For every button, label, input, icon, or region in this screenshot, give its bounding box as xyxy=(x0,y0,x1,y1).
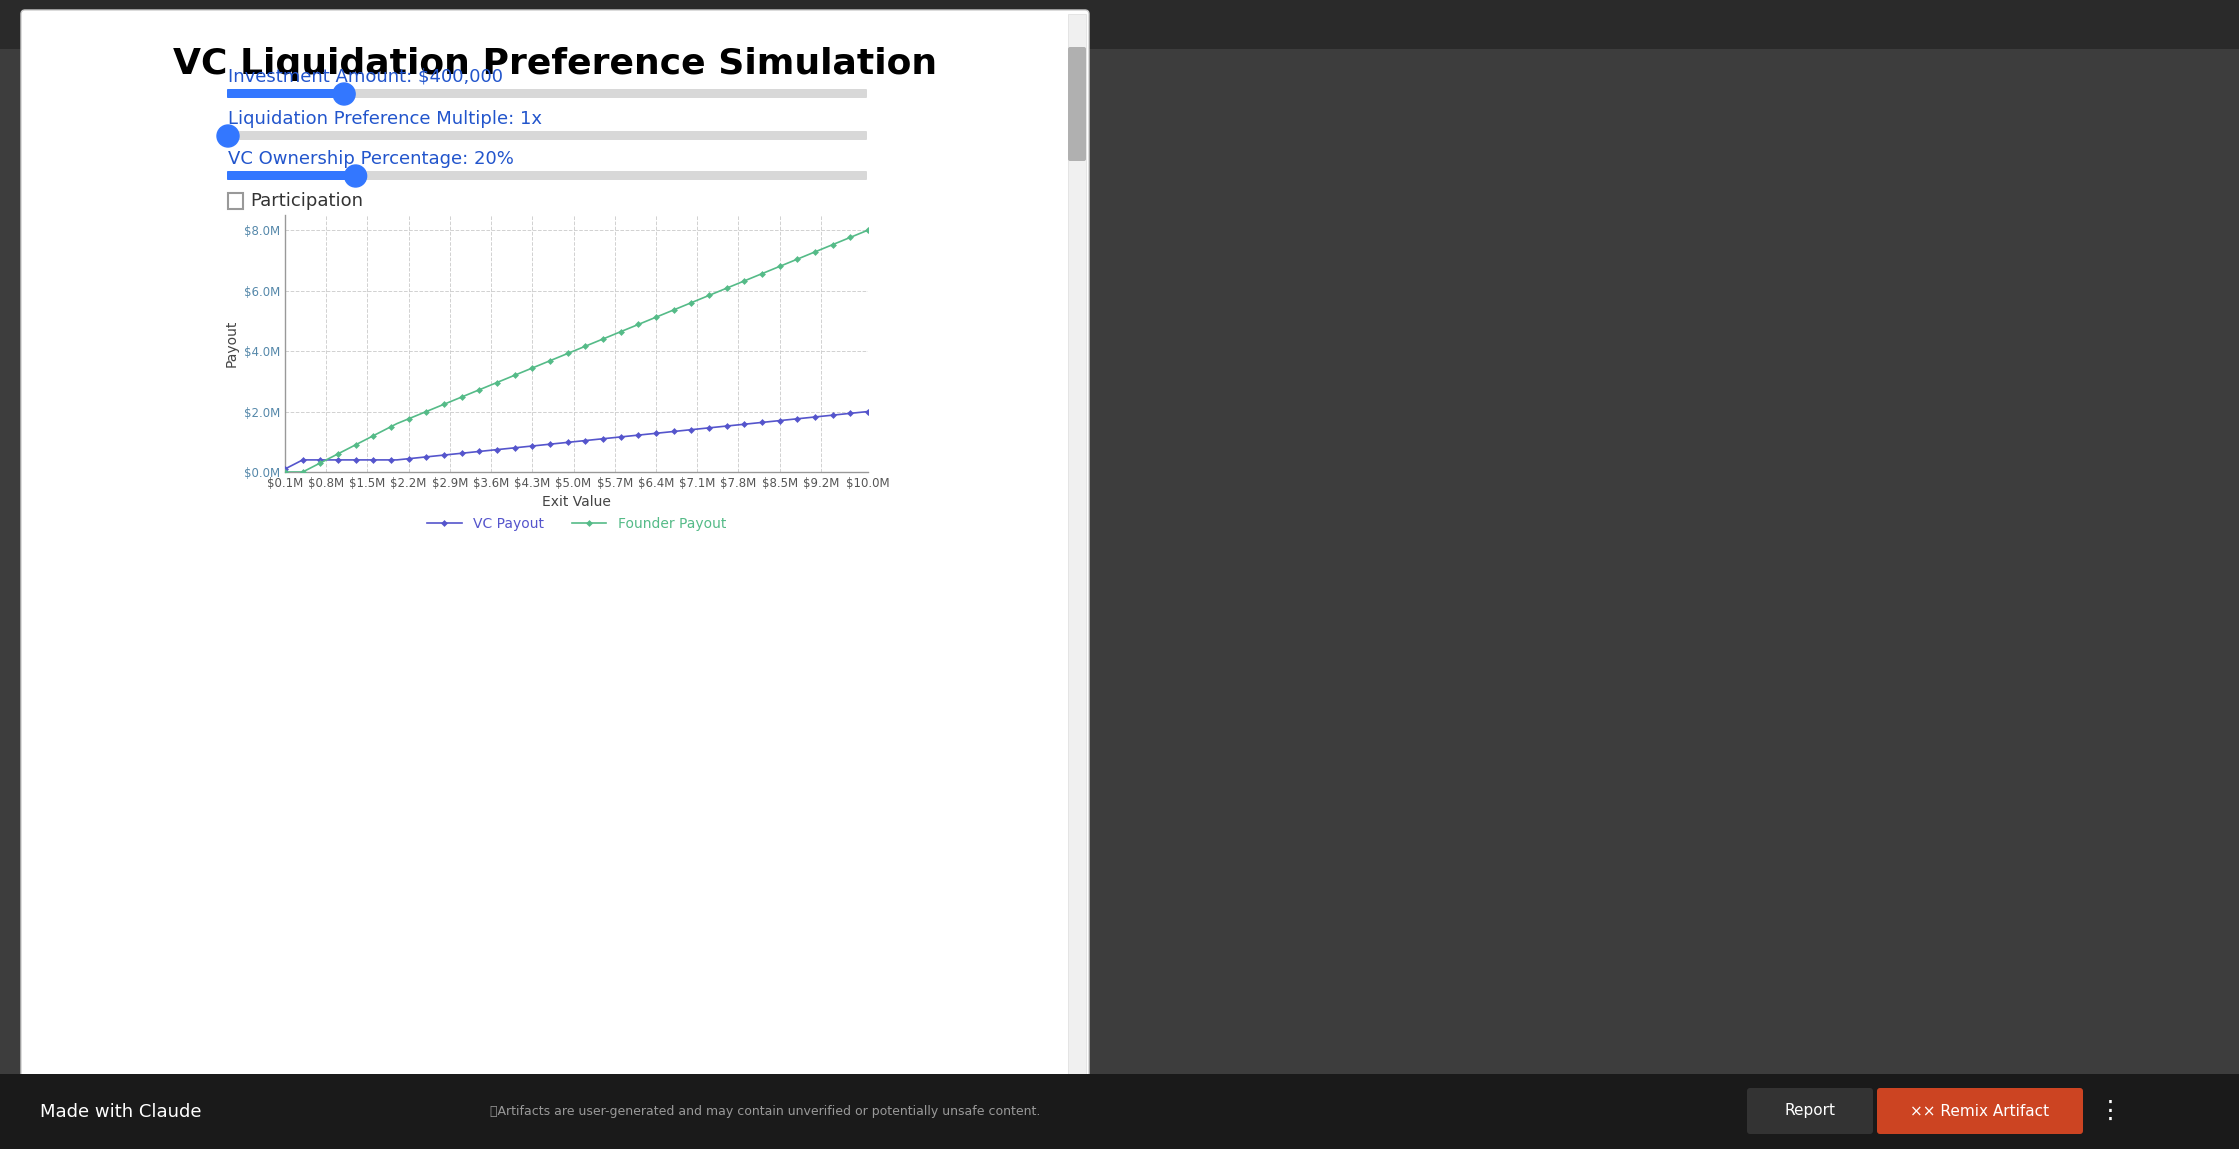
FancyBboxPatch shape xyxy=(226,171,356,180)
Text: ⋮: ⋮ xyxy=(2098,1098,2123,1123)
VC Payout xyxy=(826,408,853,422)
FancyBboxPatch shape xyxy=(0,1074,2239,1149)
Circle shape xyxy=(217,125,240,147)
Circle shape xyxy=(345,165,367,187)
FancyBboxPatch shape xyxy=(1068,47,1086,161)
Founder Payout xyxy=(383,417,410,431)
X-axis label: Exit Value: Exit Value xyxy=(542,495,611,509)
Text: Investment Amount: $400,000: Investment Amount: $400,000 xyxy=(228,68,504,86)
Text: VC Liquidation Preference Simulation: VC Liquidation Preference Simulation xyxy=(172,47,938,80)
FancyBboxPatch shape xyxy=(226,131,866,140)
FancyBboxPatch shape xyxy=(226,88,345,98)
VC Payout xyxy=(571,433,598,447)
VC Payout xyxy=(855,404,882,418)
Founder Payout xyxy=(826,236,853,249)
Circle shape xyxy=(334,83,356,105)
Founder Payout xyxy=(271,465,298,479)
FancyBboxPatch shape xyxy=(228,193,244,209)
Legend: VC Payout, Founder Payout: VC Payout, Founder Payout xyxy=(421,512,732,537)
Text: Participation: Participation xyxy=(251,192,363,210)
VC Payout xyxy=(407,450,434,464)
Text: VC Ownership Percentage: 20%: VC Ownership Percentage: 20% xyxy=(228,151,515,168)
VC Payout xyxy=(808,409,835,423)
VC Payout xyxy=(271,462,298,476)
Text: Liquidation Preference Multiple: 1x: Liquidation Preference Multiple: 1x xyxy=(228,110,542,128)
FancyBboxPatch shape xyxy=(226,171,866,180)
FancyBboxPatch shape xyxy=(1876,1088,2082,1134)
FancyBboxPatch shape xyxy=(1746,1088,1874,1134)
FancyBboxPatch shape xyxy=(226,88,866,98)
FancyBboxPatch shape xyxy=(20,10,1088,1098)
Y-axis label: Payout: Payout xyxy=(224,319,237,368)
Line: Founder Payout: Founder Payout xyxy=(282,228,871,475)
Founder Payout xyxy=(618,319,645,333)
VC Payout xyxy=(383,453,410,466)
Founder Payout xyxy=(855,223,882,237)
FancyBboxPatch shape xyxy=(1068,14,1086,1094)
Founder Payout xyxy=(407,407,434,421)
Text: ×× Remix Artifact: ×× Remix Artifact xyxy=(1910,1103,2049,1118)
FancyBboxPatch shape xyxy=(0,0,2239,49)
Founder Payout xyxy=(808,242,835,256)
Text: Made with Claude: Made with Claude xyxy=(40,1103,202,1121)
Text: Report: Report xyxy=(1784,1103,1836,1118)
Text: ⓘArtifacts are user-generated and may contain unverified or potentially unsafe c: ⓘArtifacts are user-generated and may co… xyxy=(490,1105,1041,1118)
Line: VC Payout: VC Payout xyxy=(282,409,871,471)
Founder Payout xyxy=(571,339,598,353)
VC Payout xyxy=(618,429,645,442)
